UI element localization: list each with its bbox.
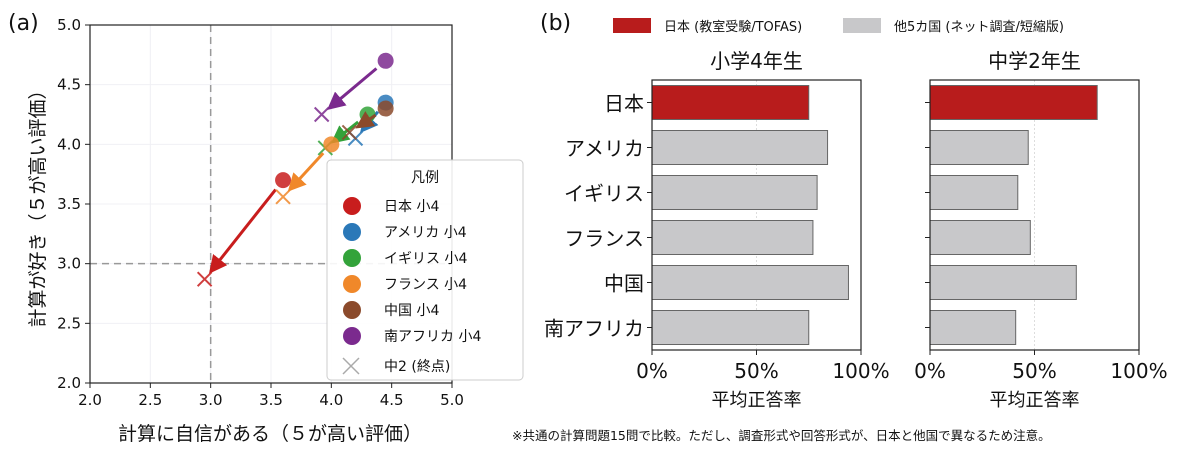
bar-0-5 bbox=[651, 310, 810, 345]
x-axis-label-0: 平均正答率 bbox=[712, 390, 802, 411]
legend-title: 凡例 bbox=[411, 170, 439, 186]
arrow-3 bbox=[287, 152, 325, 192]
end-marker-3 bbox=[275, 189, 291, 205]
bar-1-3 bbox=[929, 220, 1031, 255]
y-tick-label: 4.0 bbox=[57, 135, 81, 153]
start-point-0 bbox=[275, 172, 292, 189]
x-tick-label: 4.0 bbox=[319, 391, 343, 409]
category-label-0: 日本 bbox=[604, 92, 644, 116]
bar-1-1 bbox=[929, 130, 1029, 165]
y-axis-label: 計算が好き（５が高い評価） bbox=[27, 80, 49, 327]
start-point-4 bbox=[377, 100, 394, 117]
legend-label-2: イギリス 小4 bbox=[384, 251, 467, 267]
x-tick-label: 3.0 bbox=[199, 391, 223, 409]
legend-swatch-2 bbox=[343, 249, 361, 267]
bar-0-1 bbox=[651, 130, 829, 165]
x-tick-label: 2.0 bbox=[78, 391, 102, 409]
legend-label-end: 中2 (終点) bbox=[384, 359, 450, 375]
legend-label-5: 南アフリカ 小4 bbox=[384, 329, 481, 345]
y-tick-label: 5.0 bbox=[57, 16, 81, 34]
x-tick-label: 0% bbox=[636, 359, 668, 383]
x-tick-label: 100% bbox=[1110, 359, 1167, 383]
x-axis-label-1: 平均正答率 bbox=[990, 390, 1080, 411]
end-marker-0 bbox=[196, 271, 213, 287]
y-tick-label: 3.5 bbox=[57, 195, 81, 213]
arrow-2 bbox=[330, 120, 360, 144]
legend-box bbox=[326, 159, 524, 381]
category-label-4: 中国 bbox=[604, 272, 644, 296]
x-tick-label: 50% bbox=[1012, 359, 1056, 383]
x-tick-label: 3.5 bbox=[259, 391, 283, 409]
arrow-0 bbox=[208, 188, 277, 274]
bar-1-4 bbox=[929, 265, 1077, 300]
bar-0-4 bbox=[651, 265, 849, 300]
x-tick-label: 0% bbox=[914, 359, 946, 383]
y-tick-label: 2.5 bbox=[57, 314, 81, 332]
bar-1-5 bbox=[929, 310, 1017, 345]
legend-swatch-3 bbox=[343, 275, 361, 293]
panel-title-0: 小学4年生 bbox=[710, 49, 803, 73]
legend-label-0: 日本 小4 bbox=[384, 199, 439, 215]
x-tick-label: 50% bbox=[734, 359, 778, 383]
footnote: ※共通の計算問題15問で比較。ただし、調査形式や回答形式が、日本と他国で異なるた… bbox=[512, 428, 1051, 443]
legend-swatch-1 bbox=[343, 223, 361, 241]
bar-1-0 bbox=[929, 85, 1098, 120]
category-label-5: 南アフリカ bbox=[544, 317, 644, 341]
bar-0-3 bbox=[651, 220, 814, 255]
x-tick-label: 2.5 bbox=[138, 391, 162, 409]
legend-end-marker bbox=[342, 357, 360, 375]
legend-label-others: 他5カ国 (ネット調査/短縮版) bbox=[894, 19, 1064, 35]
legend-swatch-4 bbox=[343, 301, 361, 319]
start-point-3 bbox=[323, 136, 340, 153]
category-label-3: フランス bbox=[564, 227, 644, 251]
x-tick-label: 4.5 bbox=[380, 391, 404, 409]
x-tick-label: 100% bbox=[832, 359, 889, 383]
end-marker-5 bbox=[313, 106, 330, 123]
y-tick-label: 3.0 bbox=[57, 255, 81, 273]
y-tick-label: 4.5 bbox=[57, 76, 81, 94]
x-tick-label: 5.0 bbox=[440, 391, 464, 409]
bar-0-2 bbox=[651, 175, 818, 210]
panel-label-a: (a) bbox=[8, 11, 39, 36]
arrow-5 bbox=[327, 67, 378, 110]
bar-1-2 bbox=[929, 175, 1019, 210]
y-tick-label: 2.0 bbox=[57, 374, 81, 392]
category-label-2: イギリス bbox=[564, 182, 644, 206]
arrow-4 bbox=[355, 111, 377, 129]
category-label-1: アメリカ bbox=[565, 137, 644, 161]
legend-swatch-japan bbox=[613, 18, 651, 33]
x-axis-label: 計算に自信がある（５が高い評価） bbox=[118, 423, 422, 445]
legend-label-3: フランス 小4 bbox=[384, 277, 467, 293]
legend-label-4: 中国 小4 bbox=[384, 303, 439, 319]
bar-0-0 bbox=[651, 85, 810, 120]
legend-label-japan: 日本 (教室受験/TOFAS) bbox=[664, 19, 802, 35]
legend-label-1: アメリカ 小4 bbox=[384, 225, 467, 241]
legend-swatch-0 bbox=[343, 197, 361, 215]
end-marker-4 bbox=[341, 124, 358, 141]
start-point-5 bbox=[377, 52, 394, 69]
panel-label-b: (b) bbox=[540, 11, 571, 36]
legend-swatch-others bbox=[843, 18, 881, 33]
legend-swatch-5 bbox=[343, 327, 361, 345]
panel-title-1: 中学2年生 bbox=[988, 49, 1081, 73]
